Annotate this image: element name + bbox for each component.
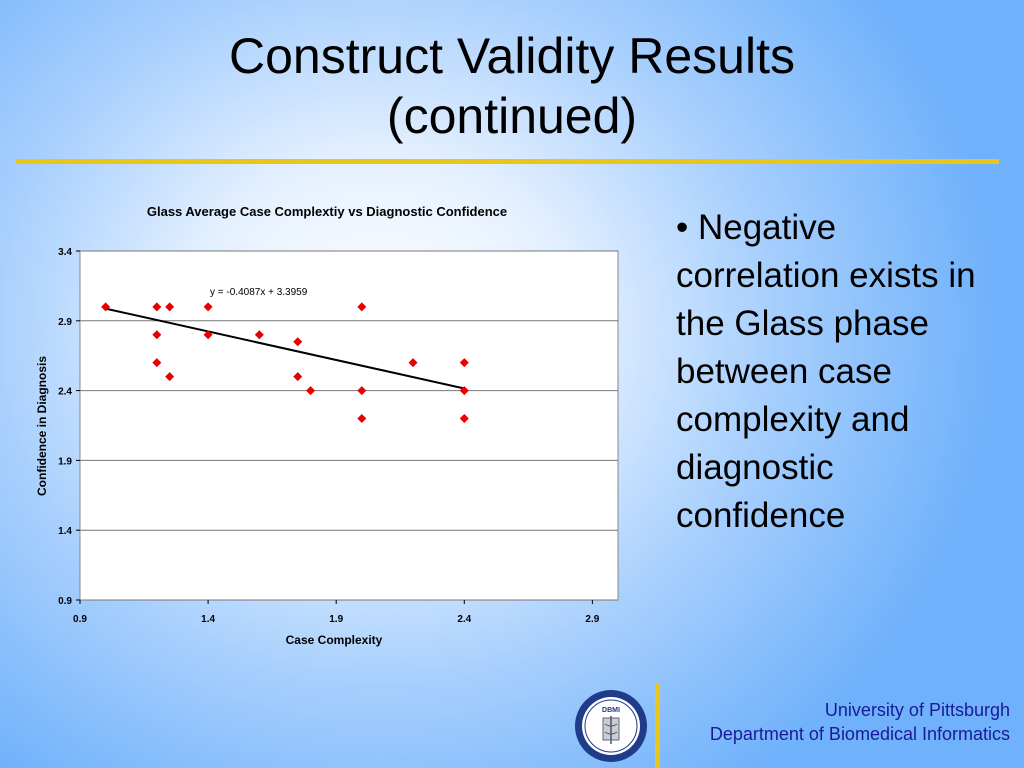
y-tick-label: 1.4	[58, 526, 72, 537]
y-tick-label: 2.4	[58, 387, 72, 398]
data-point	[203, 330, 213, 340]
data-point	[101, 302, 111, 312]
data-point	[357, 302, 367, 312]
footer-affiliation: University of Pittsburgh Department of B…	[710, 698, 1010, 746]
footer-university: University of Pittsburgh	[824, 700, 1010, 720]
grid-lines	[80, 250, 618, 601]
x-tick-label: 2.9	[585, 614, 599, 625]
data-point	[293, 337, 303, 347]
data-point	[152, 358, 162, 368]
data-point	[152, 330, 162, 340]
slide-title: Construct Validity Results (continued)	[0, 26, 1024, 146]
data-point	[152, 302, 162, 312]
y-tick-label: 0.9	[58, 596, 72, 607]
trend-line	[105, 307, 465, 390]
data-point	[254, 330, 264, 340]
data-point	[357, 386, 367, 396]
footer-divider	[655, 684, 660, 768]
data-point	[357, 414, 367, 424]
x-axis-ticks: 0.9 1.4 1.9 2.4 2.9	[73, 600, 600, 625]
y-axis-ticks: 3.4 2.9 2.4 1.9 1.4 0.9	[58, 247, 80, 607]
seal-label: DBMI	[602, 707, 620, 714]
chart-title: Glass Average Case Complextiy vs Diagnos…	[147, 204, 507, 219]
plot-area	[79, 250, 619, 601]
x-axis-label: Case Complexity	[286, 633, 383, 647]
data-point	[459, 386, 469, 396]
data-point	[203, 302, 213, 312]
footer-department: Department of Biomedical Informatics	[709, 724, 1010, 744]
data-points	[101, 302, 469, 424]
trend-equation: y = -0.4087x + 3.3959	[210, 287, 308, 298]
bullet-point: • Negative correlation exists in the Gla…	[676, 208, 976, 535]
x-tick-label: 2.4	[457, 614, 471, 625]
data-point	[293, 372, 303, 382]
data-point	[408, 358, 418, 368]
y-axis-label: Confidence in Diagnosis	[35, 356, 49, 496]
x-tick-label: 1.9	[329, 614, 343, 625]
y-tick-label: 2.9	[58, 317, 72, 328]
data-point	[459, 358, 469, 368]
data-point	[165, 372, 175, 382]
data-point	[459, 414, 469, 424]
slide-title-line-2: (continued)	[386, 88, 638, 144]
slide-title-line-1: Construct Validity Results	[229, 28, 795, 84]
x-tick-label: 1.4	[201, 614, 215, 625]
y-tick-label: 3.4	[58, 247, 72, 258]
data-point	[165, 302, 175, 312]
y-tick-label: 1.9	[58, 456, 72, 467]
x-tick-label: 0.9	[73, 614, 87, 625]
title-divider	[16, 159, 999, 164]
university-seal-logo: DBMI	[575, 690, 647, 762]
data-point	[306, 386, 316, 396]
